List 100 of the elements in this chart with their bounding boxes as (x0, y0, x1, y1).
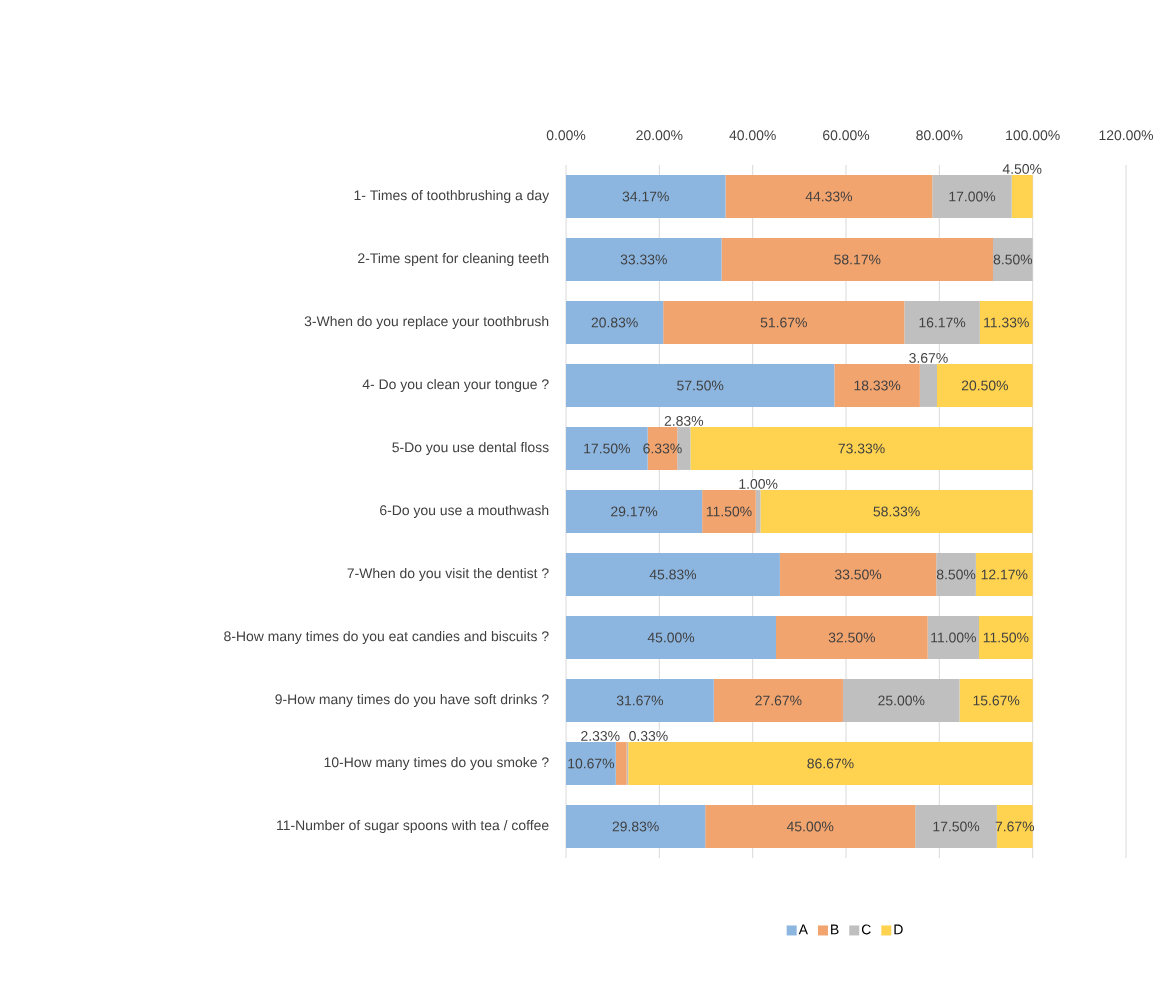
bar (915, 805, 997, 848)
data-label: 44.33% (805, 191, 853, 202)
data-label: 8.50% (936, 569, 976, 580)
data-label: 34.17% (622, 191, 669, 202)
bar (566, 679, 714, 722)
legend-label: C (861, 924, 871, 935)
data-label: 17.50% (933, 821, 980, 832)
data-label: 31.67% (616, 695, 664, 706)
data-label: 12.17% (981, 569, 1028, 580)
data-label: 11.50% (983, 632, 1029, 643)
legend-label: A (798, 924, 808, 935)
bar (705, 805, 916, 848)
legend-label: D (894, 924, 903, 935)
bar (663, 301, 905, 344)
data-label: 2.33% (581, 730, 620, 741)
data-label: 58.17% (834, 254, 881, 265)
data-label: 17.50% (584, 443, 630, 454)
bar (842, 679, 960, 722)
bar (690, 427, 1033, 470)
data-label: 11.00% (931, 632, 976, 643)
bar (979, 616, 1033, 659)
bar (566, 175, 726, 218)
bar (760, 490, 1033, 533)
data-label: 4.50% (1002, 163, 1042, 174)
bar (566, 742, 616, 785)
data-label: 33.33% (620, 254, 667, 265)
data-label: 86.67% (807, 758, 854, 769)
data-label: 25.00% (878, 695, 925, 706)
data-label: 0.33% (629, 730, 668, 741)
bar (779, 553, 937, 596)
bar (937, 364, 1033, 407)
data-label: 17.00% (949, 191, 996, 202)
bar (566, 616, 777, 659)
bar (566, 301, 664, 344)
data-label: 29.17% (611, 506, 658, 517)
x-tick-label: 40.00% (729, 130, 776, 141)
data-label: 15.67% (973, 695, 1020, 706)
bar (834, 364, 920, 407)
data-label: 45.83% (649, 569, 697, 580)
data-label: 11.50% (706, 506, 752, 517)
bar (721, 238, 994, 281)
data-label: 16.17% (919, 317, 966, 328)
bar (919, 364, 938, 407)
bar (628, 742, 1033, 785)
bar (566, 364, 835, 407)
bar (566, 490, 703, 533)
y-tick-label: 2-Time spent for cleaning teeth (358, 252, 549, 266)
y-tick-label: 10-How many times do you smoke ? (324, 756, 549, 770)
bar (566, 805, 706, 848)
data-label: 58.33% (873, 506, 920, 517)
data-label: 20.50% (961, 380, 1008, 391)
bar (566, 553, 780, 596)
bar (566, 238, 722, 281)
bar (725, 175, 933, 218)
bar (776, 616, 928, 659)
bar (1011, 175, 1033, 218)
legend-label: B (831, 924, 839, 935)
data-label: 3.67% (909, 352, 948, 363)
data-label: 73.33% (838, 443, 885, 454)
data-label: 51.67% (760, 317, 807, 328)
data-label: 11.33% (984, 317, 1029, 328)
data-label: 45.00% (647, 632, 695, 643)
data-label: 10.67% (568, 758, 615, 769)
y-tick-label: 3-When do you replace your toothbrush (304, 315, 549, 329)
y-tick-label: 8-How many times do you eat candies and biscuits ? (224, 630, 549, 644)
bar (932, 175, 1012, 218)
x-tick-label: 20.00% (636, 130, 683, 141)
x-tick-label: 80.00% (916, 130, 963, 141)
data-label: 2.83% (664, 415, 704, 426)
bar (979, 301, 1033, 344)
bar (993, 238, 1033, 281)
bar (702, 490, 756, 533)
x-tick-label: 60.00% (823, 130, 870, 141)
y-tick-label: 6-Do you use a mouthwash (380, 504, 549, 518)
y-tick-label: 11-Number of sugar spoons with tea / coffee (277, 819, 549, 833)
data-label: 20.83% (591, 317, 638, 328)
y-tick-label: 4- Do you clean your tongue ? (362, 378, 549, 392)
data-label: 32.50% (828, 632, 875, 643)
bar (975, 553, 1033, 596)
data-label: 18.33% (854, 380, 901, 391)
data-label: 45.00% (786, 821, 834, 832)
bar (904, 301, 980, 344)
bar (927, 616, 980, 659)
y-tick-label: 5-Do you use dental floss (392, 441, 549, 455)
bar (615, 742, 627, 785)
bar (959, 679, 1033, 722)
data-label: 33.50% (834, 569, 882, 580)
x-tick-label: 0.00% (546, 130, 586, 141)
data-label: 27.67% (755, 695, 802, 706)
y-tick-label: 1- Times of toothbrushing a day (354, 189, 550, 203)
bar (713, 679, 843, 722)
data-label: 1.00% (739, 478, 778, 489)
data-label: 57.50% (677, 380, 724, 391)
data-label: 8.50% (993, 254, 1033, 265)
x-tick-label: 120.00% (1099, 130, 1154, 141)
y-tick-label: 9-How many times do you have soft drinks ? (275, 693, 549, 707)
data-label: 29.83% (612, 821, 659, 832)
bar (936, 553, 976, 596)
x-tick-label: 100.00% (1006, 130, 1060, 141)
y-tick-label: 7-When do you visit the dentist ? (347, 567, 549, 581)
